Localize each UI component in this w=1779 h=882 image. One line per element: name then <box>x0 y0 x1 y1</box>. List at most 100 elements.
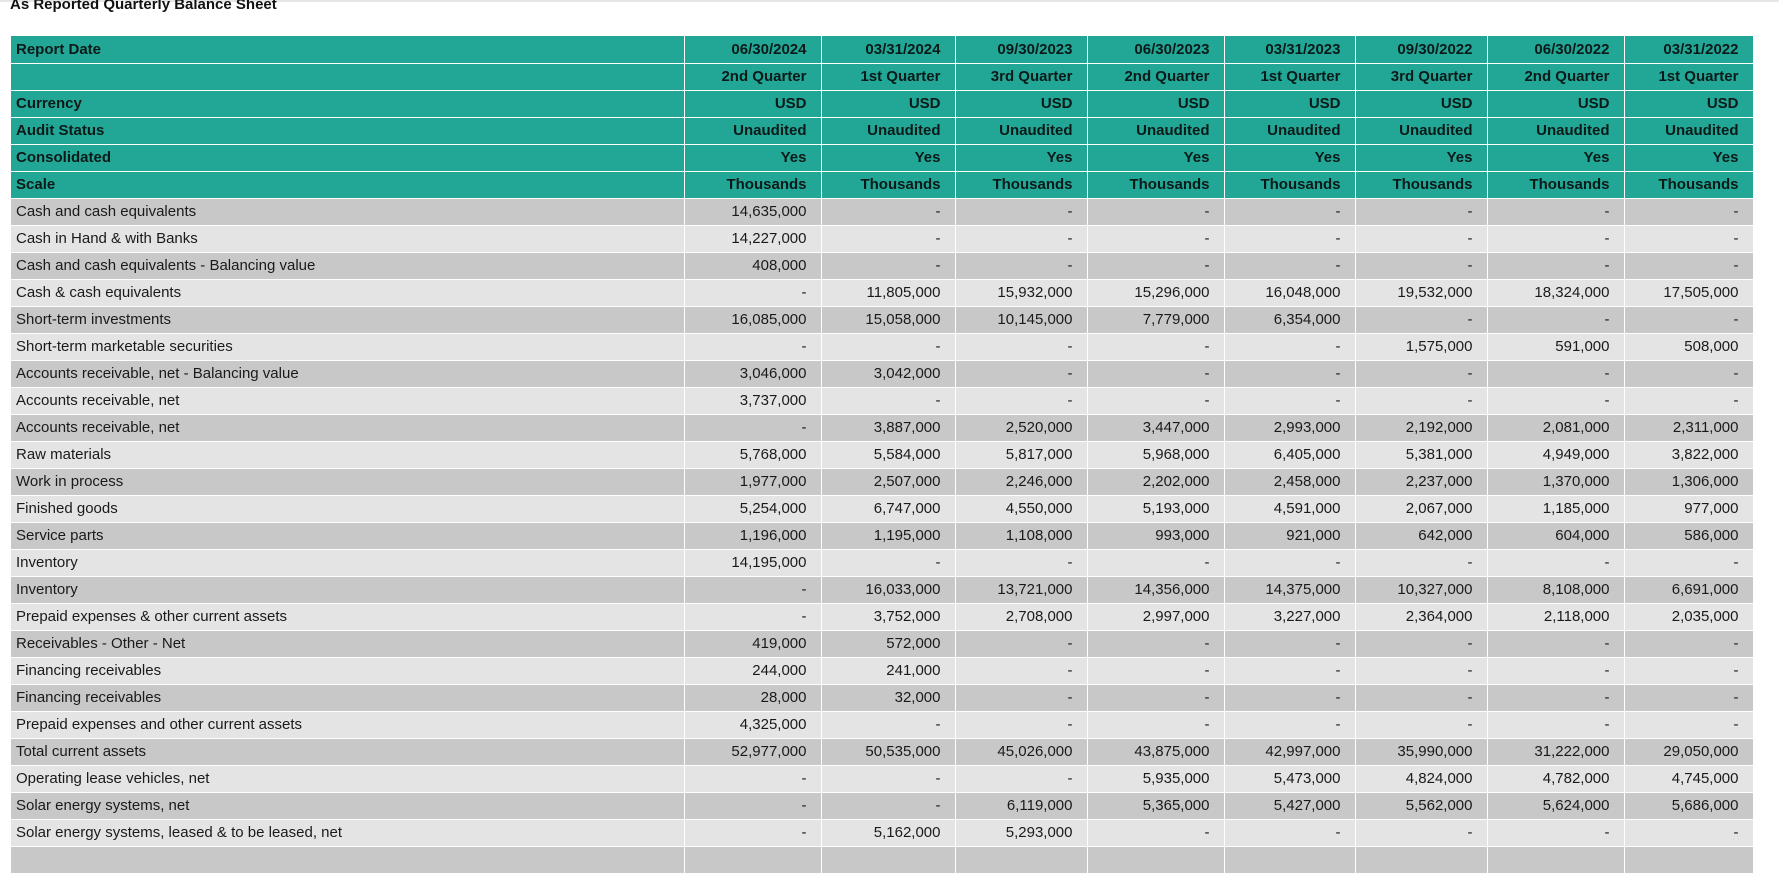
table-cell: - <box>821 252 956 280</box>
table-cell: 43,875,000 <box>1087 738 1225 766</box>
table-cell: USD <box>684 90 822 118</box>
table-cell: Unaudited <box>1087 117 1225 145</box>
table-cell: 45,026,000 <box>955 738 1088 766</box>
row-label: Accounts receivable, net <box>11 387 685 415</box>
table-cell: - <box>955 765 1088 793</box>
table-cell: 5,817,000 <box>955 441 1088 469</box>
table-cell: 15,932,000 <box>955 279 1088 307</box>
table-cell: - <box>1224 819 1356 847</box>
table-row: Financing receivables 244,000 241,000- - - - -… <box>11 657 1754 685</box>
table-cell: 32,000 <box>821 684 956 712</box>
table-cell: 14,375,000 <box>1224 576 1356 604</box>
table-cell: - <box>1624 360 1754 388</box>
table-cell: - <box>1087 360 1225 388</box>
table-row: Cash and cash equivalents 14,635,000- - - - -… <box>11 198 1754 226</box>
row-label: Accounts receivable, net <box>11 414 685 442</box>
table-cell: - <box>684 603 822 631</box>
table-cell: - <box>1355 387 1488 415</box>
table-cell: - <box>1224 630 1356 658</box>
table-cell: Unaudited <box>1355 117 1488 145</box>
table-row: Accounts receivable, net 3,737,000- - - - - - - <box>11 387 1754 415</box>
table-cell <box>1355 846 1488 874</box>
table-cell: 4,325,000 <box>684 711 822 739</box>
table-cell: - <box>1224 711 1356 739</box>
row-label: Total current assets <box>11 738 685 766</box>
table-cell: 6,691,000 <box>1624 576 1754 604</box>
table-row: Financing receivables 28,000 32,000- - - - - - <box>11 684 1754 712</box>
table-cell: 5,254,000 <box>684 495 822 523</box>
table-cell: 42,997,000 <box>1224 738 1356 766</box>
table-cell <box>1624 846 1754 874</box>
balance-sheet-table: Report Date 06/30/2024 03/31/2024 09/30/202… <box>11 36 1754 874</box>
table-cell: 993,000 <box>1087 522 1225 550</box>
table-cell: Yes <box>1087 144 1225 172</box>
table-cell: - <box>1487 306 1625 334</box>
table-cell: 1,185,000 <box>1487 495 1625 523</box>
row-label: Inventory <box>11 576 685 604</box>
table-cell: Yes <box>1224 144 1356 172</box>
table-cell: 408,000 <box>684 252 822 280</box>
row-label: Inventory <box>11 549 685 577</box>
row-label: Solar energy systems, net <box>11 792 685 820</box>
table-cell: - <box>1624 225 1754 253</box>
table-cell: Yes <box>1487 144 1625 172</box>
table-cell: 3,447,000 <box>1087 414 1225 442</box>
table-cell: - <box>1355 225 1488 253</box>
table-cell: - <box>955 657 1088 685</box>
table-row: Prepaid expenses & other current assets -… <box>11 603 1754 631</box>
table-cell: - <box>684 414 822 442</box>
row-label: Financing receivables <box>11 684 685 712</box>
table-cell: - <box>1487 711 1625 739</box>
table-cell: - <box>1087 225 1225 253</box>
table-cell: - <box>1087 198 1225 226</box>
table-row: Accounts receivable, net -3,887,000 2,520,… <box>11 414 1754 442</box>
table-row: Finished goods 5,254,000 6,747,000 4,550,00… <box>11 495 1754 523</box>
table-cell: 572,000 <box>821 630 956 658</box>
row-label: Cash & cash equivalents <box>11 279 685 307</box>
table-cell: 1,195,000 <box>821 522 956 550</box>
table-cell: 2,458,000 <box>1224 468 1356 496</box>
table-cell: 1,196,000 <box>684 522 822 550</box>
table-cell: 6,747,000 <box>821 495 956 523</box>
table-row: Receivables - Other - Net 419,000 572,000-… <box>11 630 1754 658</box>
table-cell: 2,067,000 <box>1355 495 1488 523</box>
row-label: Audit Status <box>11 117 685 145</box>
table-cell: 1st Quarter <box>1224 63 1356 91</box>
table-cell: 15,058,000 <box>821 306 956 334</box>
table-cell: - <box>821 387 956 415</box>
table-cell: 06/30/2023 <box>1087 36 1225 64</box>
table-cell: - <box>1487 252 1625 280</box>
table-cell <box>1487 846 1625 874</box>
table-cell: - <box>955 198 1088 226</box>
table-cell: 977,000 <box>1624 495 1754 523</box>
table-cell: Yes <box>955 144 1088 172</box>
table-cell: Yes <box>1355 144 1488 172</box>
table-cell: USD <box>1224 90 1356 118</box>
table-cell: - <box>684 576 822 604</box>
table-cell: - <box>955 360 1088 388</box>
table-cell: - <box>1224 333 1356 361</box>
table-row: Accounts receivable, net - Balancing val… <box>11 360 1754 388</box>
table-cell: - <box>1355 684 1488 712</box>
table-cell: 4,782,000 <box>1487 765 1625 793</box>
table-cell: 2,364,000 <box>1355 603 1488 631</box>
table-cell: 19,532,000 <box>1355 279 1488 307</box>
row-label: Prepaid expenses and other current asset… <box>11 711 685 739</box>
table-cell: 09/30/2022 <box>1355 36 1488 64</box>
table-cell: Thousands <box>1487 171 1625 199</box>
table-cell: 14,635,000 <box>684 198 822 226</box>
table-cell: - <box>1087 630 1225 658</box>
table-cell: - <box>684 819 822 847</box>
table-cell: 5,968,000 <box>1087 441 1225 469</box>
header-row: Audit Status Unaudited Unaudited Unaudited U… <box>11 117 1754 145</box>
row-label: Currency <box>11 90 685 118</box>
table-cell: - <box>1487 198 1625 226</box>
table-cell: Unaudited <box>1224 117 1356 145</box>
table-cell: 3rd Quarter <box>1355 63 1488 91</box>
table-cell: - <box>821 225 956 253</box>
table-cell: 1,306,000 <box>1624 468 1754 496</box>
table-cell: 28,000 <box>684 684 822 712</box>
table-cell: 14,356,000 <box>1087 576 1225 604</box>
table-cell: - <box>684 765 822 793</box>
table-cell: 1,575,000 <box>1355 333 1488 361</box>
